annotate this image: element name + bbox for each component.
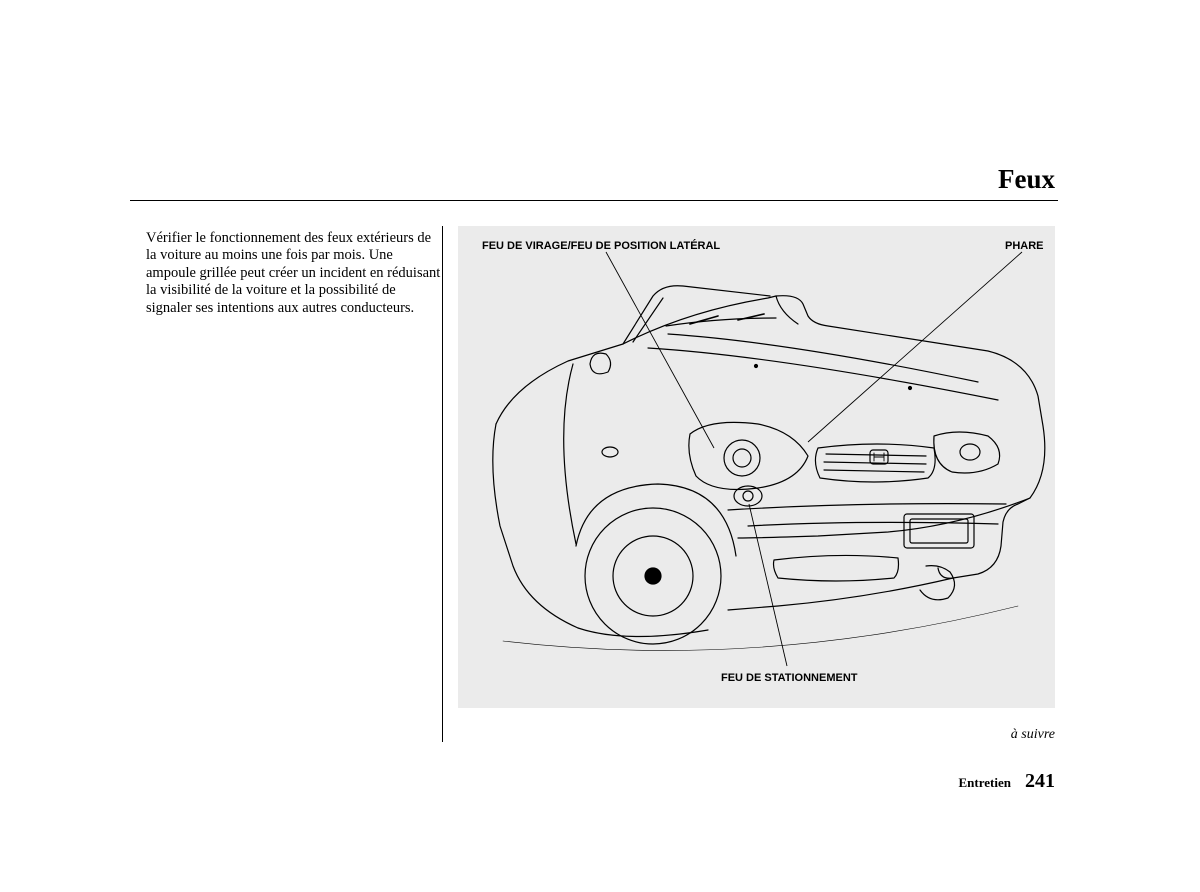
page-title: Feux xyxy=(998,164,1055,195)
title-rule xyxy=(130,200,1058,201)
figure-panel: FEU DE VIRAGE/FEU DE POSITION LATÉRAL PH… xyxy=(458,226,1055,708)
car-diagram xyxy=(458,226,1055,708)
body-paragraph: Vérifier le fonctionnement des feux exté… xyxy=(146,230,442,317)
column-divider xyxy=(442,226,443,742)
page-footer: Entretien 241 xyxy=(959,770,1055,793)
footer-section-label: Entretien xyxy=(959,775,1011,790)
continue-note: à suivre xyxy=(1011,727,1055,743)
page-number: 241 xyxy=(1025,770,1055,792)
